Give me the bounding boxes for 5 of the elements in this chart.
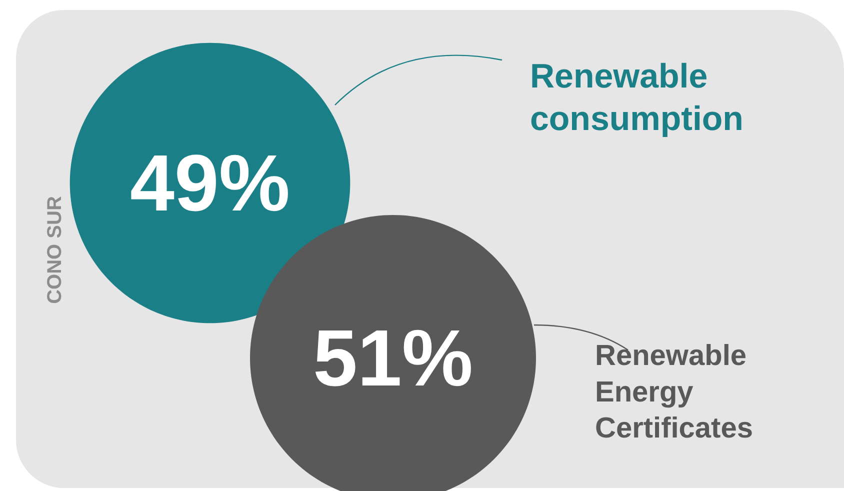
text: CONO SUR (44, 196, 66, 304)
category-label: Renewable consumption (530, 57, 744, 138)
category-label: Renewable Energy Certificates (595, 340, 755, 445)
data-label: 51% (312, 314, 474, 402)
data-label: 49% (130, 138, 290, 228)
